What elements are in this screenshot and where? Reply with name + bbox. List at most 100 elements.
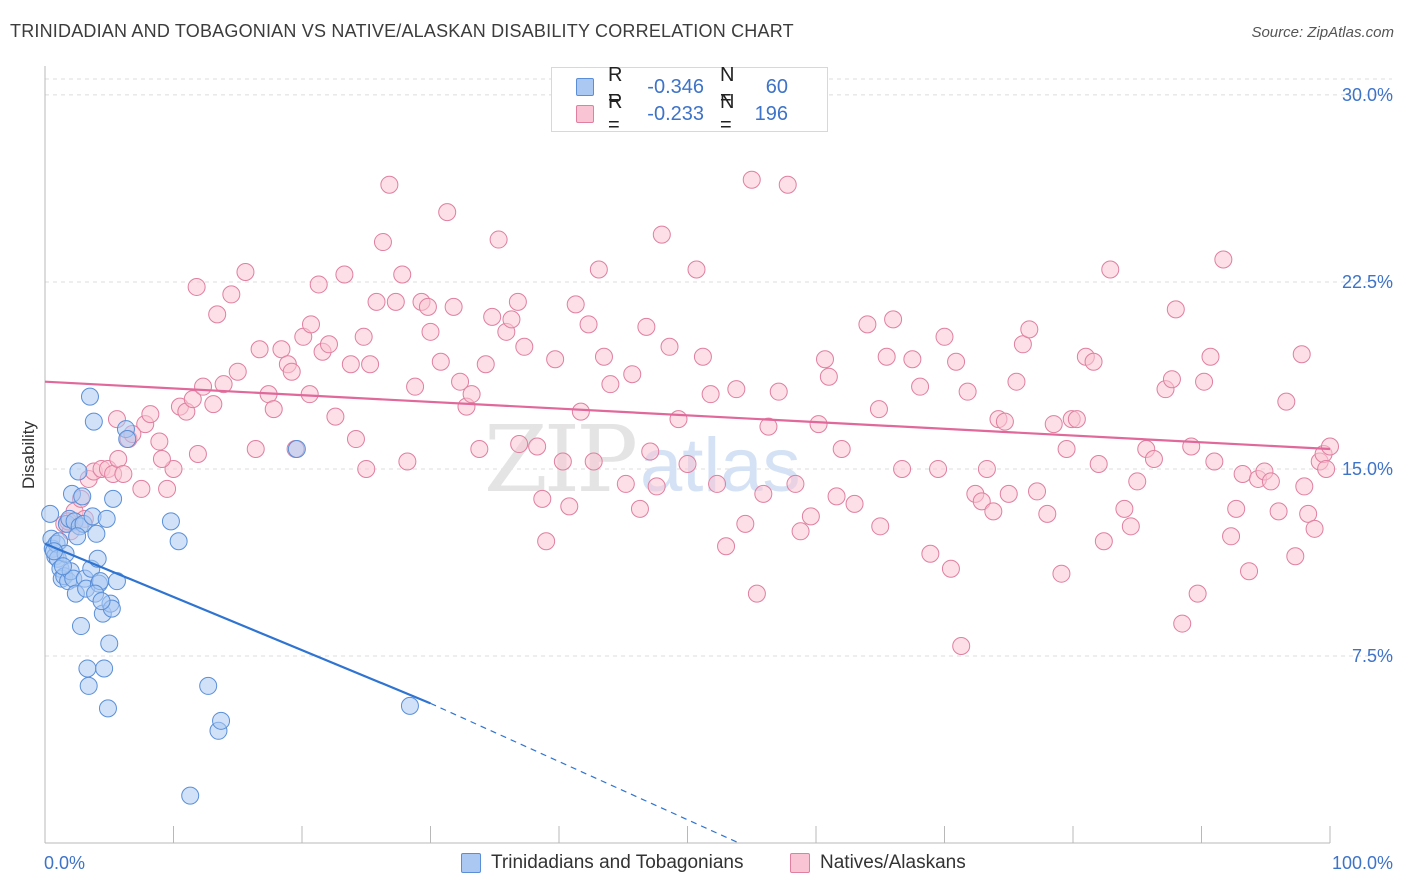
data-point — [1233, 464, 1252, 483]
data-point — [571, 402, 590, 421]
legend-swatch-pink — [576, 105, 594, 123]
data-point — [1201, 347, 1220, 366]
data-point — [1052, 564, 1071, 583]
y-tick-label: 15.0% — [1342, 459, 1393, 479]
grid-lines — [45, 78, 1392, 657]
legend-r-label: R = — [608, 91, 623, 136]
data-point — [1020, 320, 1039, 339]
data-point — [451, 372, 470, 391]
data-point — [687, 260, 706, 279]
data-point — [669, 410, 688, 429]
data-point — [118, 430, 137, 449]
data-point — [871, 517, 890, 536]
data-point — [747, 584, 766, 603]
data-point — [169, 532, 188, 551]
y-tick-label: 7.5% — [1352, 646, 1393, 666]
data-point — [462, 385, 481, 404]
data-point — [533, 489, 552, 508]
data-point — [80, 387, 99, 406]
data-point — [903, 350, 922, 369]
data-point — [1222, 527, 1241, 546]
data-point — [827, 487, 846, 506]
data-point — [1084, 352, 1103, 371]
data-point — [958, 382, 977, 401]
data-point — [188, 445, 207, 464]
data-point — [1261, 472, 1280, 491]
data-point — [546, 350, 565, 369]
data-point — [869, 400, 888, 419]
data-point — [92, 592, 111, 611]
data-point — [701, 385, 720, 404]
data-point — [911, 377, 930, 396]
data-point — [845, 494, 864, 513]
data-point — [109, 449, 128, 468]
data-point — [69, 462, 88, 481]
legend-r-label: R = — [608, 64, 623, 109]
trend-lines — [44, 380, 1331, 844]
x-tick-label: 100.0% — [1332, 853, 1393, 873]
data-point — [132, 479, 151, 498]
data-point — [1121, 517, 1140, 536]
data-point — [717, 537, 736, 556]
legend-n-label: N = — [720, 64, 735, 109]
data-point — [515, 337, 534, 356]
data-point — [778, 175, 797, 194]
data-point — [693, 347, 712, 366]
data-point — [204, 395, 223, 414]
data-point — [1089, 454, 1108, 473]
data-point — [1162, 370, 1181, 389]
legend-n-value: 60 — [765, 75, 788, 98]
data-point — [282, 362, 301, 381]
data-point — [212, 711, 231, 730]
data-point — [1013, 335, 1032, 354]
data-point — [1128, 472, 1147, 491]
data-point — [508, 292, 527, 311]
data-point — [791, 522, 810, 541]
trinidadians-points — [41, 387, 419, 805]
data-point — [929, 459, 948, 478]
data-point — [114, 464, 133, 483]
data-point — [393, 265, 412, 284]
data-point — [357, 459, 376, 478]
data-point — [941, 559, 960, 578]
x-tick-label: 0.0% — [44, 853, 85, 873]
data-point — [579, 315, 598, 334]
data-point — [952, 637, 971, 656]
data-point — [637, 317, 656, 336]
data-point — [79, 676, 98, 695]
data-point — [53, 557, 72, 576]
data-point — [819, 367, 838, 386]
data-point — [1321, 437, 1339, 456]
data-point — [510, 435, 529, 454]
data-point — [893, 459, 912, 478]
data-point — [1044, 415, 1063, 434]
legend-label: Natives/Alaskans — [820, 852, 966, 873]
data-point — [483, 307, 502, 326]
data-point — [584, 452, 603, 471]
legend-label: Trinidadians and Tobagonians — [491, 852, 744, 873]
data-point — [287, 440, 306, 459]
data-point — [309, 275, 328, 294]
legend-row-natives: R = -0.233 N = 196 — [576, 91, 788, 136]
data-point — [977, 459, 996, 478]
legend-swatch-pink — [790, 853, 810, 873]
data-point — [1057, 440, 1076, 459]
data-point — [759, 417, 778, 436]
data-point — [326, 407, 345, 426]
data-point — [264, 400, 283, 419]
data-point — [537, 532, 556, 551]
data-point — [1240, 562, 1259, 581]
data-point — [164, 459, 183, 478]
legend-r-value: -0.233 — [647, 102, 704, 125]
data-point — [194, 377, 213, 396]
data-point — [98, 699, 117, 718]
natives-alaskans-points — [55, 170, 1339, 656]
data-point — [341, 355, 360, 374]
data-point — [199, 676, 218, 695]
data-point — [1227, 499, 1246, 518]
data-point — [1292, 345, 1311, 364]
correlation-legend: R = -0.346 N = 60 R = -0.233 N = 196 — [551, 64, 828, 136]
data-point — [1173, 614, 1192, 633]
data-point — [418, 297, 437, 316]
